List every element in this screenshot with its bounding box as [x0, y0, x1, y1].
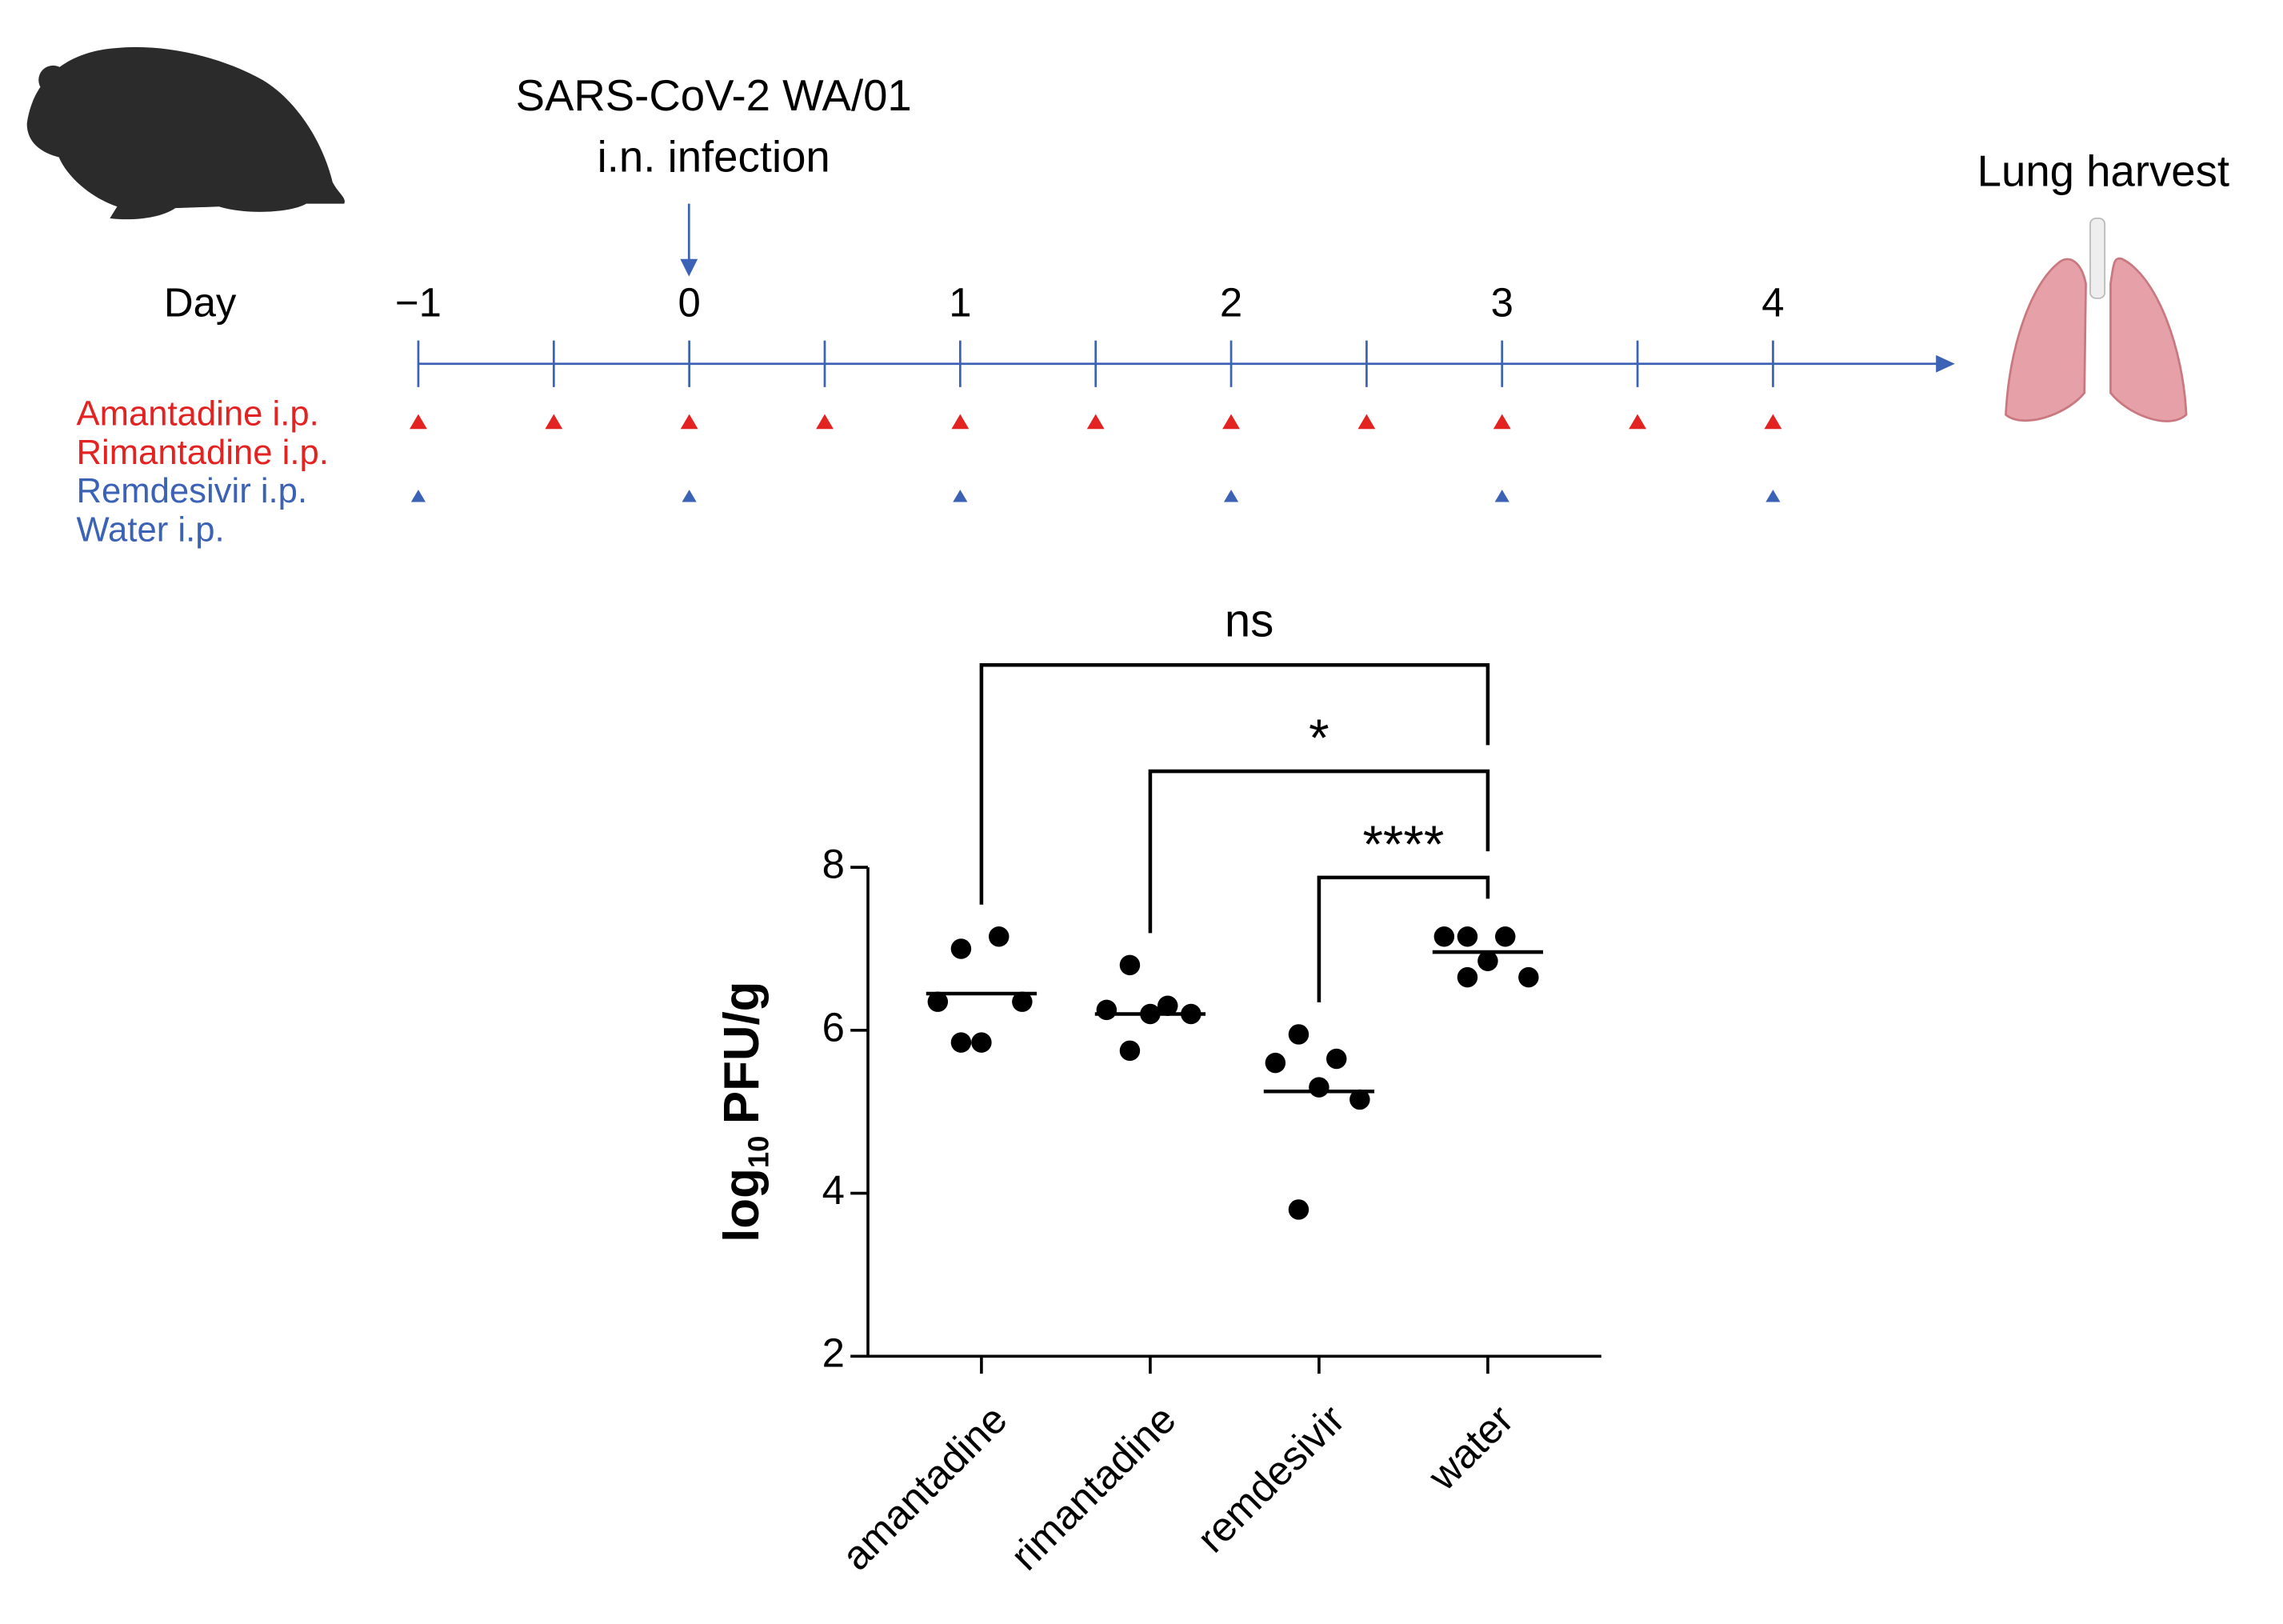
data-point [1119, 954, 1141, 976]
data-point [950, 1032, 972, 1053]
data-point [1012, 991, 1033, 1012]
dose-marker [1494, 490, 1509, 502]
significance-bracket [979, 663, 1490, 905]
data-point [971, 1032, 992, 1053]
dose-marker [1086, 414, 1105, 430]
y-tick-label: 4 [822, 1167, 845, 1213]
data-point [1265, 1052, 1286, 1074]
data-point [1495, 926, 1516, 947]
data-point [1288, 1024, 1309, 1045]
dose-marker [1357, 414, 1376, 430]
y-axis-label: log10 PFU/g [715, 982, 774, 1242]
dose-marker [1493, 414, 1511, 430]
dose-marker [816, 414, 834, 430]
y-label-subscript: 10 [742, 1136, 774, 1168]
data-point [1288, 1199, 1309, 1220]
x-tick-label: remdesivir [1188, 1396, 1353, 1561]
significance-label: **** [1362, 815, 1444, 874]
data-point [1457, 966, 1478, 988]
y-label-suffix: PFU/g [715, 982, 770, 1125]
y-label-prefix: log [715, 1168, 770, 1242]
day-tick-label: 0 [678, 279, 700, 325]
data-point [1433, 926, 1455, 947]
significance-label: ns [1225, 595, 1273, 647]
x-tick-label: water [1419, 1396, 1522, 1499]
day-tick-label: 3 [1491, 279, 1513, 325]
dose-marker [680, 414, 698, 430]
data-point [1326, 1048, 1347, 1070]
data-point [1349, 1089, 1370, 1110]
harvest-label: Lung harvest [1977, 147, 2229, 196]
data-point [1457, 926, 1478, 947]
x-tick-label: rimantadine [1002, 1396, 1184, 1578]
y-tick-label: 8 [822, 842, 845, 887]
significance-label: * [1309, 709, 1329, 767]
dose-marker [951, 414, 970, 430]
dose-marker [682, 490, 697, 502]
day-tick-label: 1 [949, 279, 971, 325]
dose-marker [410, 414, 427, 430]
day-label: Day [164, 279, 237, 325]
data-point [1096, 999, 1118, 1021]
day-tick-label: 4 [1761, 279, 1784, 325]
significance-bracket [1148, 769, 1490, 934]
data-point [950, 938, 972, 959]
dose-marker [1223, 490, 1239, 502]
data-point [1309, 1077, 1329, 1098]
infection-label: i.n. infection [598, 132, 830, 181]
data-point [1477, 950, 1498, 971]
dose-marker [1765, 490, 1781, 502]
x-tick-label: amantadine [833, 1396, 1015, 1578]
treatment-label: Remdesivir i.p. [76, 471, 307, 510]
dose-marker [545, 414, 563, 430]
significance-bracket [1317, 875, 1490, 1002]
y-tick-label: 6 [822, 1004, 845, 1050]
data-point [1518, 966, 1539, 988]
hamster-icon [26, 46, 345, 220]
dose-marker [953, 490, 968, 502]
dose-marker [1222, 414, 1240, 430]
day-tick-label: −1 [395, 279, 442, 325]
dose-marker [1764, 414, 1782, 430]
dose-marker [1629, 414, 1647, 430]
timeline-arrow-head [1936, 354, 1955, 373]
treatment-label: Amantadine i.p. [76, 394, 318, 434]
data-point [989, 926, 1010, 947]
infection-arrow-head [680, 258, 698, 277]
treatment-label: Rimantadine i.p. [76, 433, 328, 472]
infection-label: SARS-CoV-2 WA/01 [516, 71, 912, 120]
day-tick-label: 2 [1220, 279, 1242, 325]
data-point [1119, 1040, 1141, 1062]
lungs-icon [2005, 217, 2188, 422]
y-tick-label: 2 [822, 1330, 845, 1376]
data-point [1157, 995, 1178, 1017]
dose-marker [410, 490, 426, 502]
data-point [927, 991, 949, 1012]
treatment-label: Water i.p. [76, 510, 224, 549]
